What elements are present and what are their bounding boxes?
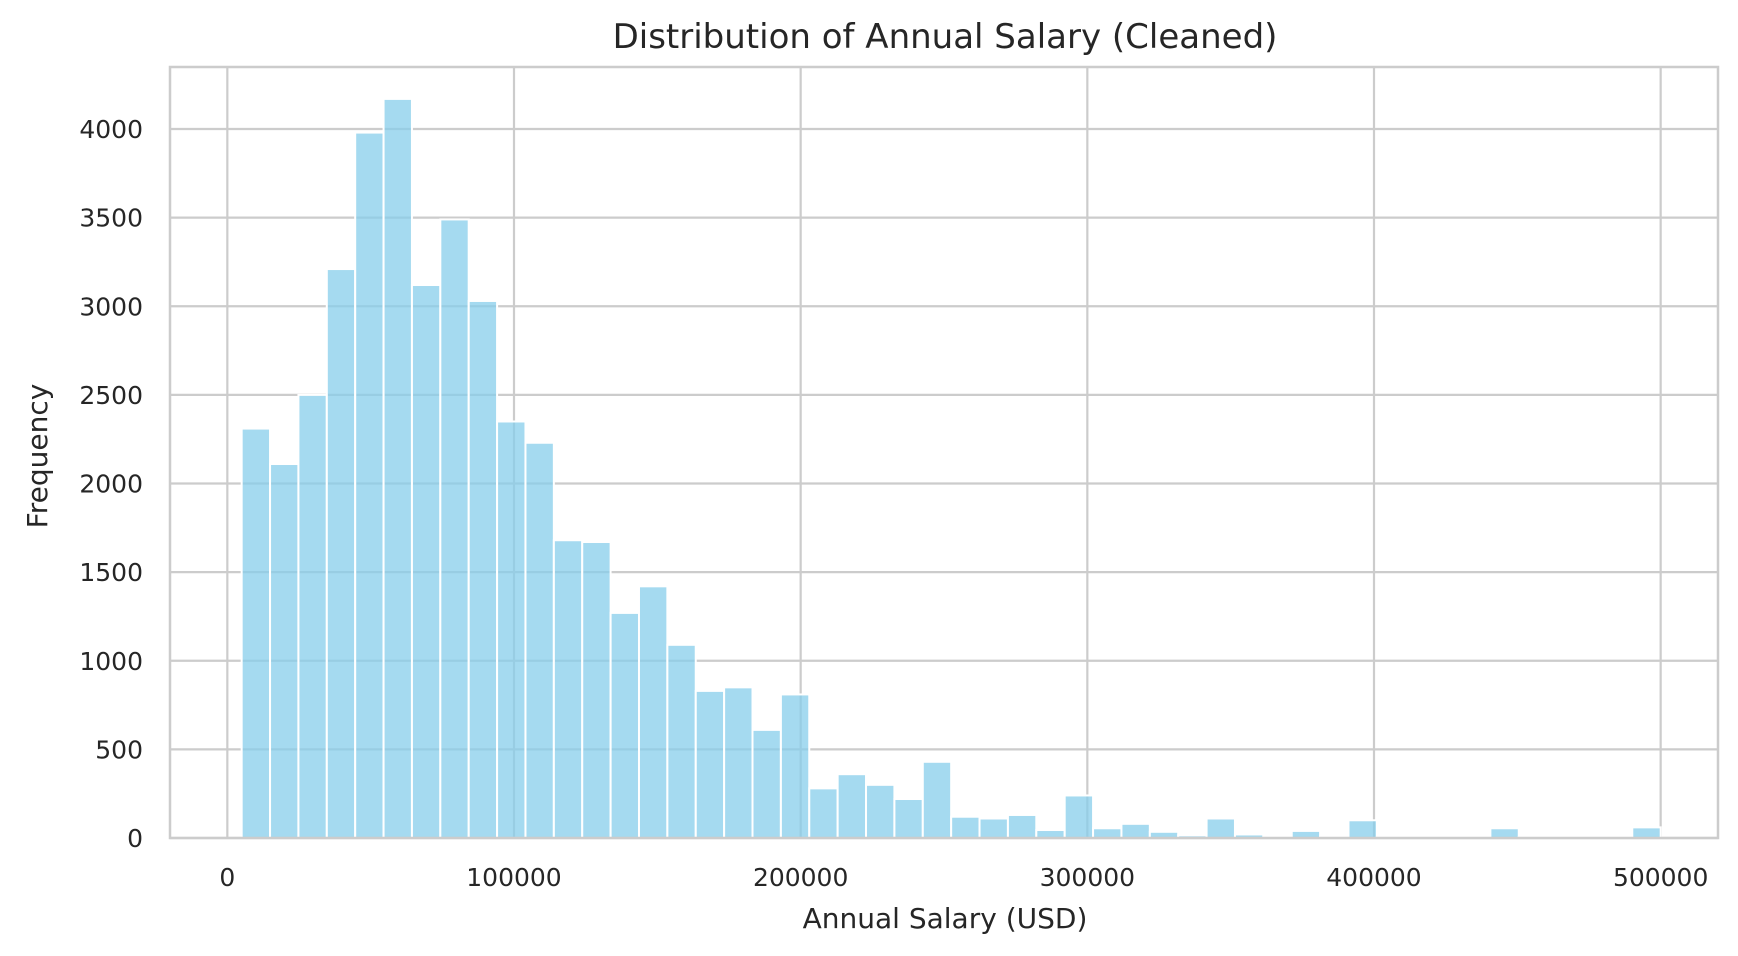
histogram-bar	[836, 773, 868, 840]
x-tick-labels: 0 100000 200000 300000 400000 500000	[219, 863, 1708, 892]
histogram-bar	[666, 643, 697, 839]
y-tick-label: 500	[95, 735, 143, 764]
histogram-bar	[637, 585, 669, 840]
histogram-bar	[1120, 822, 1151, 839]
y-tick-label: 2500	[79, 381, 143, 410]
x-axis-label: Annual Salary (USD)	[803, 902, 1088, 935]
x-tick-label: 200000	[753, 863, 848, 892]
x-tick-label: 400000	[1326, 863, 1421, 892]
histogram-bar	[1063, 794, 1095, 840]
histogram-bar	[808, 787, 839, 840]
histogram-bar	[1489, 827, 1520, 839]
y-tick-labels: 0 500 1000 1500 2000 2500 3000 3500 4000	[79, 115, 143, 853]
y-tick-label: 4000	[79, 115, 143, 144]
y-tick-label: 1000	[79, 647, 143, 676]
histogram-bar	[694, 689, 726, 839]
histogram-bar	[921, 760, 953, 839]
histogram-bar	[978, 817, 1009, 839]
chart-title: Distribution of Annual Salary (Cleaned)	[613, 17, 1278, 57]
y-axis-label: Frequency	[21, 384, 54, 529]
plot-frame	[168, 65, 1720, 840]
histogram-bar	[354, 131, 385, 840]
y-tick-label: 0	[127, 824, 143, 853]
histogram-bar	[950, 815, 981, 839]
histogram-bar	[723, 686, 754, 840]
histogram-bar	[496, 420, 527, 839]
histogram-bar	[467, 299, 499, 839]
histogram-bar	[893, 798, 924, 839]
y-tick-label: 3000	[79, 292, 143, 321]
histogram-bar	[609, 611, 640, 839]
histogram-bar	[581, 541, 612, 839]
histogram-bar	[779, 693, 811, 840]
histogram-bar	[439, 218, 470, 839]
histogram-bar	[410, 284, 442, 839]
histogram-bar	[1347, 819, 1378, 840]
histogram-bar	[269, 463, 300, 839]
histogram-bar	[325, 268, 357, 839]
histogram-bar	[1631, 826, 1662, 840]
y-tick-label: 3500	[79, 204, 143, 233]
x-tick-label: 0	[219, 863, 235, 892]
histogram-bar	[751, 728, 782, 839]
histogram-bar	[524, 441, 555, 839]
histogram-bar	[1092, 827, 1123, 839]
histogram-bars	[240, 97, 1662, 840]
histogram-bar	[382, 97, 413, 840]
x-tick-label: 500000	[1613, 863, 1708, 892]
histogram-bar	[297, 393, 328, 839]
x-tick-label: 100000	[466, 863, 561, 892]
y-tick-label: 1500	[79, 558, 143, 587]
histogram-bar	[552, 539, 584, 839]
histogram-bar	[240, 427, 272, 839]
x-tick-label: 300000	[1040, 863, 1135, 892]
histogram-bar	[1205, 817, 1236, 839]
histogram-bar	[865, 783, 896, 839]
y-tick-label: 2000	[79, 470, 143, 499]
histogram-bar	[1006, 813, 1038, 839]
